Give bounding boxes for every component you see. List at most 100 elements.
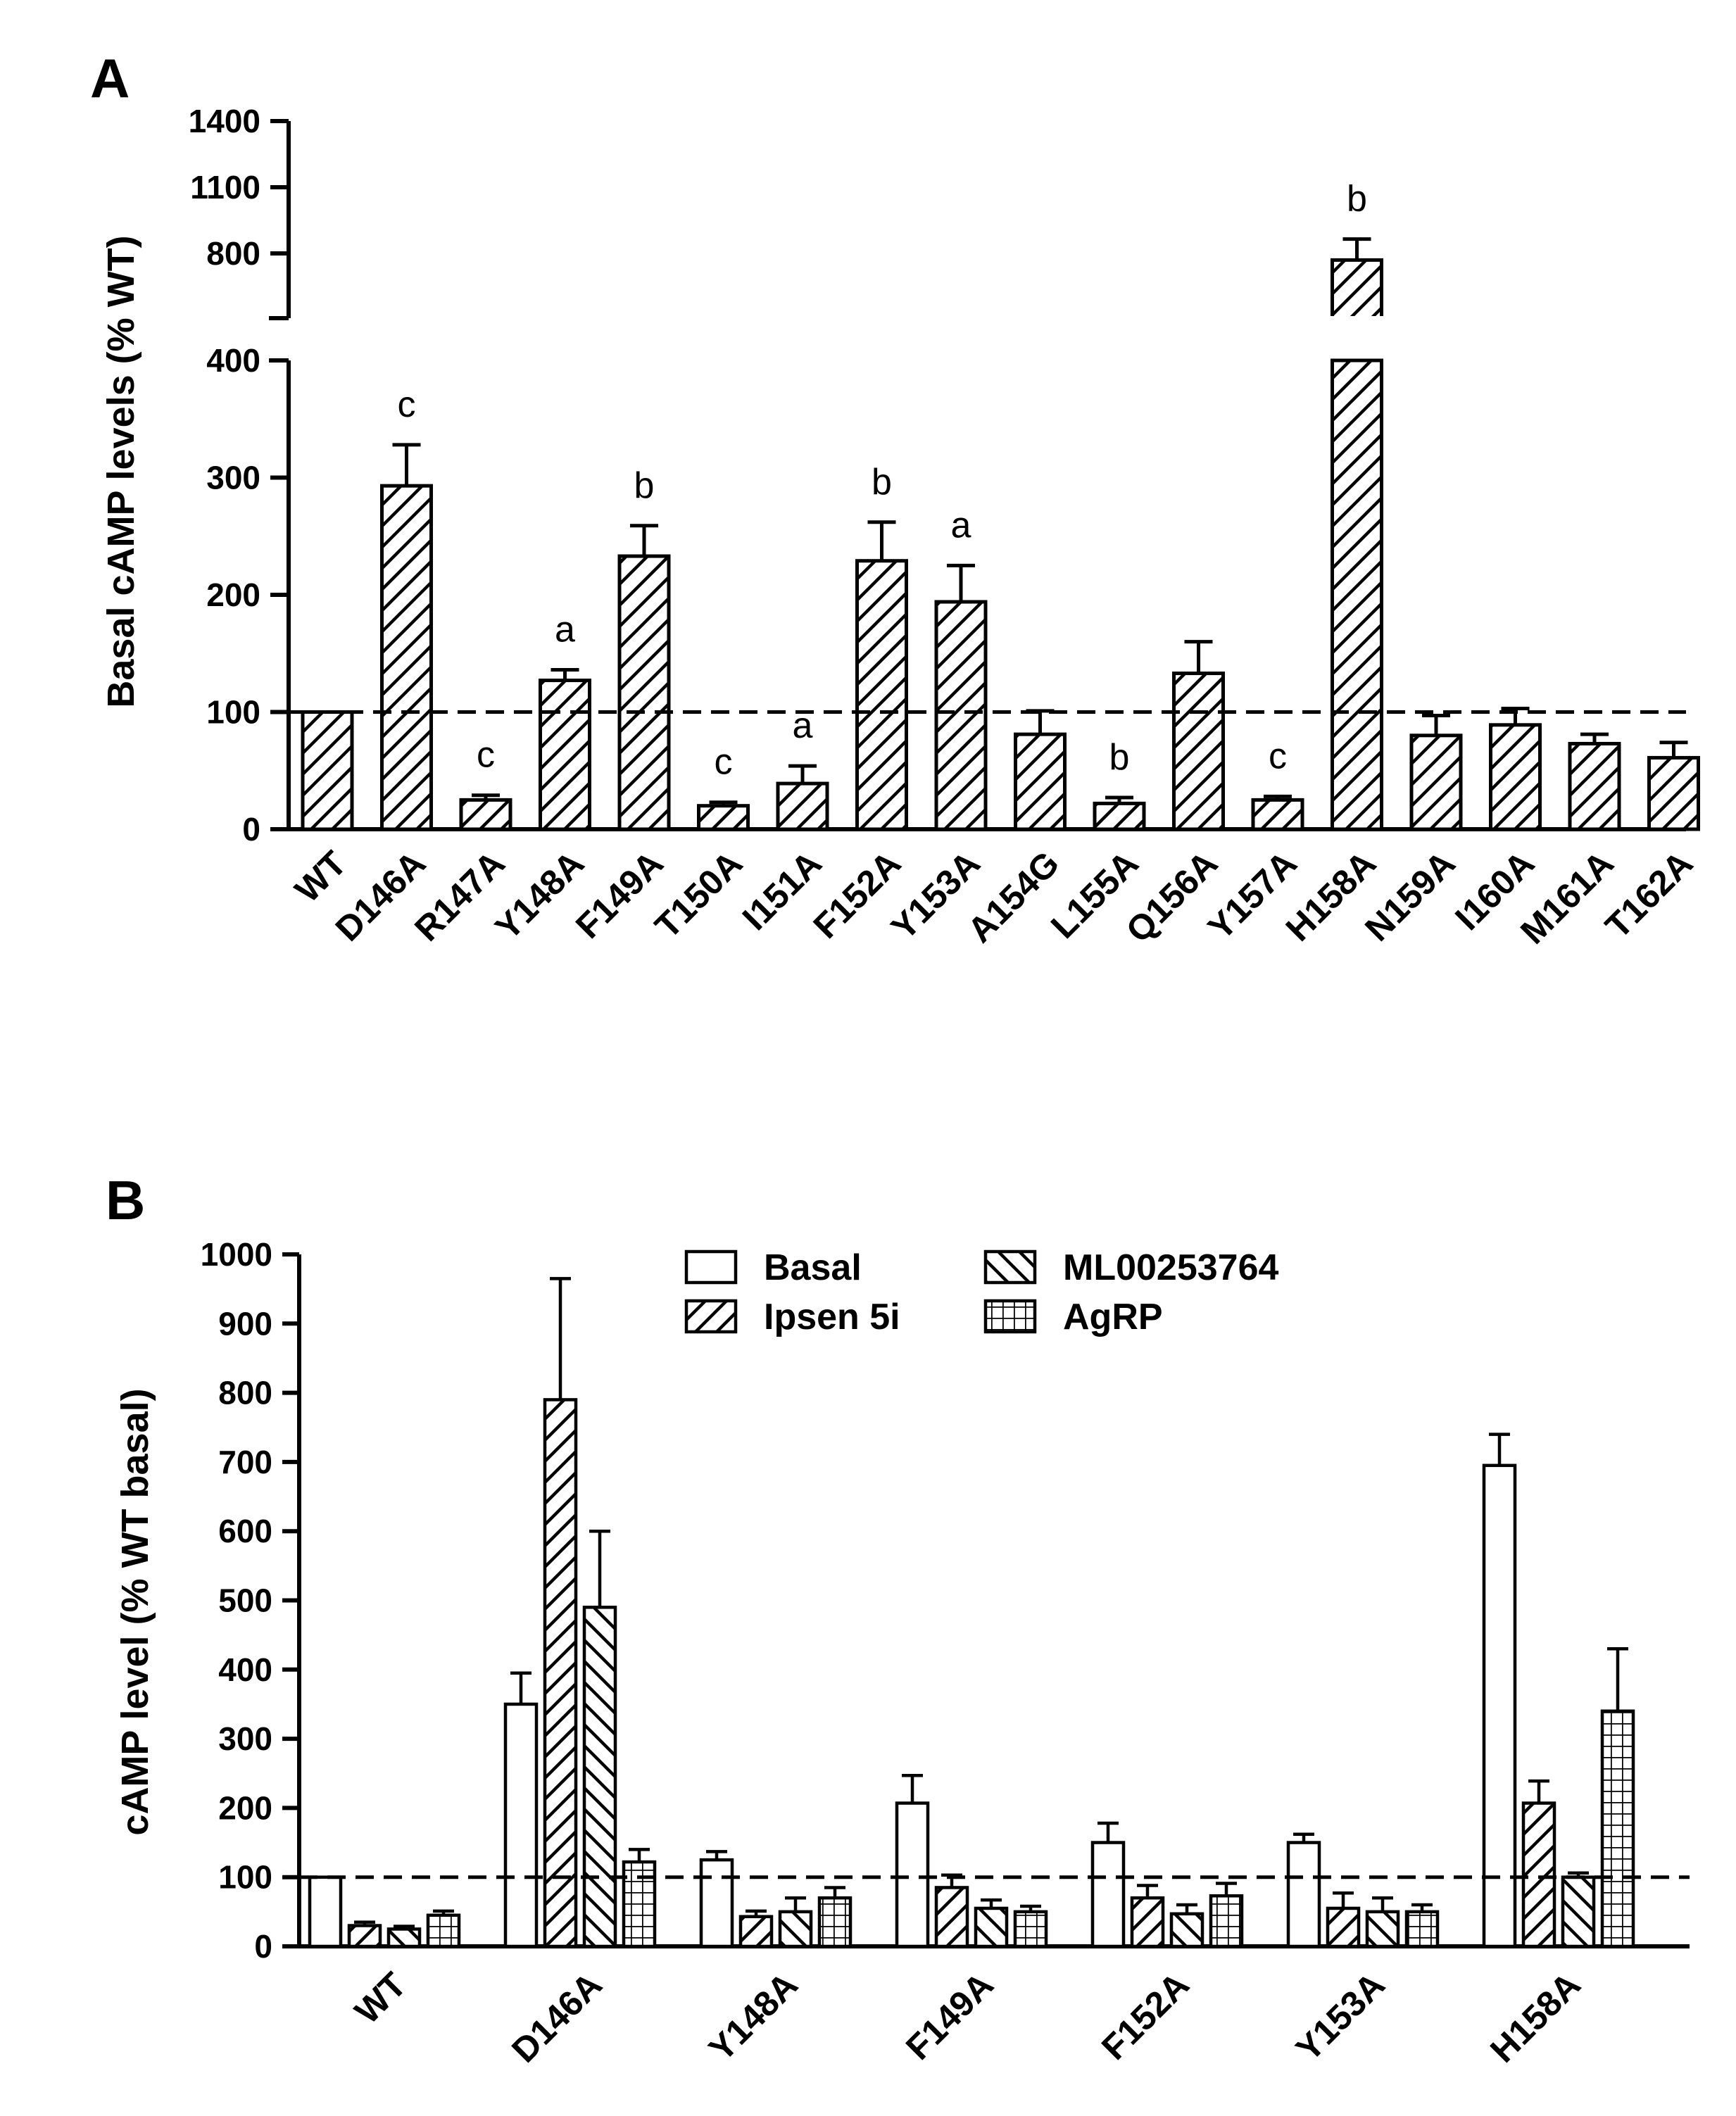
- panel-a-category-label: A154G: [960, 843, 1067, 950]
- panel-b-bar-grid: [1600, 1709, 1635, 1948]
- panel-b-category-label: Y148A: [701, 1965, 805, 2069]
- panel-a-bar: [1568, 741, 1621, 831]
- panel-b-y-tick-label: 300: [218, 1720, 272, 1757]
- legend-swatch-grid: [983, 1299, 1037, 1334]
- panel-a-significance-letter: c: [715, 742, 733, 783]
- panel-a-y-tick-label: 0: [242, 811, 260, 848]
- panel-a-bar-upper: [1331, 258, 1383, 320]
- panel-b-bar-grid: [426, 1913, 461, 1948]
- legend-label: AgRP: [1063, 1297, 1163, 1337]
- panel-a-category-label: Q156A: [1119, 843, 1226, 950]
- panel-a-significance-letter: b: [1347, 179, 1367, 220]
- panel-a-significance-letter: c: [398, 384, 416, 425]
- panel-a-bar: [855, 559, 908, 831]
- panel-a-category-label: F152A: [806, 843, 909, 946]
- panel-a-significance-letter: a: [555, 610, 575, 650]
- panel-a-y-tick-label: 100: [206, 694, 260, 731]
- panel-a-y-tick-label: 1400: [189, 103, 260, 139]
- panel-b-y-axis-title: cAMP level (% WT basal): [114, 1388, 156, 1835]
- panel-a-bar: [1489, 723, 1542, 831]
- panel-a-bar: [1172, 672, 1225, 831]
- panel-b-bar-diag-up: [1130, 1896, 1165, 1948]
- panel-b: B 0 100 200 300 400 500 600 700 800 900 1000 WT D14…: [106, 1169, 1690, 2070]
- panel-a-category-label: T150A: [648, 843, 750, 946]
- panel-a-category-label: N159A: [1357, 843, 1463, 949]
- panel-b-bar-diag-down: [386, 1927, 422, 1948]
- panel-b-y-tick-label: 700: [218, 1444, 272, 1480]
- panel-a-significance-letter: c: [1269, 736, 1287, 776]
- panel-b-y-tick-label: 1000: [201, 1236, 272, 1273]
- panel-a-significance-letter: b: [634, 465, 655, 506]
- legend-swatch-open: [684, 1249, 738, 1285]
- panel-b-legend: Basal Ipsen 5i ML00253764 AgRP: [684, 1247, 1279, 1337]
- panel-b-bar-open: [503, 1702, 539, 1948]
- panel-b-bar-diag-up: [1521, 1801, 1556, 1948]
- panel-b-bar-open: [895, 1801, 930, 1948]
- panel-b-y-tick-label: 400: [218, 1651, 272, 1688]
- legend-label: ML00253764: [1063, 1247, 1279, 1288]
- panel-b-y-tick-label: 200: [218, 1789, 272, 1826]
- panel-a-significance-letter: c: [477, 735, 495, 776]
- panel-b-y-tick-label: 900: [218, 1305, 272, 1342]
- panel-b-category-label: D146A: [504, 1965, 610, 2070]
- panel-a-significance-letter: b: [872, 462, 892, 503]
- panel-b-category-label: H158A: [1483, 1965, 1588, 2070]
- panel-b-bar-open: [1286, 1841, 1321, 1948]
- panel-a-category-label: Y148A: [488, 843, 592, 947]
- panel-b-bar-grid: [1404, 1910, 1440, 1948]
- panel-a-bar: [1251, 798, 1304, 831]
- panel-b-y-tick-label: 800: [218, 1375, 272, 1411]
- panel-a-category-label: F149A: [568, 843, 671, 946]
- panel-b-bar-diag-down: [1561, 1875, 1596, 1948]
- panel-a-label: A: [90, 47, 130, 109]
- panel-b-bar-open: [1090, 1841, 1126, 1948]
- panel-a-bar: [539, 679, 591, 831]
- panel-a-bar-lower: [1331, 358, 1383, 831]
- panel-a-bar: [776, 781, 829, 831]
- panel-b-bar-diag-down: [974, 1906, 1009, 1948]
- panel-a-bar: [617, 554, 671, 831]
- panel-a-bar: [459, 798, 512, 831]
- panel-b-bar-diag-up: [934, 1886, 969, 1948]
- panel-b-bar-diag-down: [1365, 1910, 1400, 1948]
- panel-a-bar: [380, 484, 433, 831]
- panel-b-bar-diag-up: [347, 1924, 382, 1948]
- panel-a-category-label: T162A: [1598, 843, 1701, 946]
- legend-label: Basal: [764, 1247, 862, 1288]
- panel-a-category-label: WT: [287, 843, 354, 910]
- panel-a-significance-letter: a: [951, 505, 971, 546]
- panel-a-bar: [1093, 801, 1146, 831]
- panel-b-category-label: F149A: [898, 1965, 1001, 2067]
- legend-label: Ipsen 5i: [764, 1297, 900, 1337]
- panel-b-bars: WT D146A Y148A F149A F152A Y153A H158A: [299, 1277, 1690, 2070]
- panel-a-category-label: D146A: [328, 843, 434, 949]
- panel-b-category-label: WT: [347, 1965, 414, 2032]
- panel-b-y-tick-label: 500: [218, 1582, 272, 1619]
- panel-a-category-label: H158A: [1278, 843, 1384, 949]
- panel-a-bar: [301, 710, 354, 831]
- panel-a-bar: [1014, 732, 1067, 831]
- panel-b-bar-grid: [817, 1896, 853, 1948]
- panel-b-bar-diag-up: [738, 1915, 774, 1948]
- panel-a-bar: [934, 600, 988, 831]
- panel-a: A 0 100 200 300 400 800 1100 1400 WT c D146A c R147…: [90, 47, 1700, 952]
- panel-b-bar-grid: [1013, 1910, 1048, 1948]
- panel-b-axes: 0 100 200 300 400 500 600 700 800 900 1000: [201, 1236, 1690, 1965]
- panel-b-bar-diag-up: [543, 1398, 578, 1948]
- panel-a-bar: [697, 804, 750, 831]
- panel-b-bar-diag-up: [1326, 1906, 1361, 1948]
- panel-a-y-tick-label: 800: [206, 235, 260, 272]
- legend-swatch-diag-down: [983, 1249, 1037, 1285]
- panel-b-bar-open: [1482, 1463, 1517, 1948]
- panel-a-bar: [1647, 755, 1700, 831]
- panel-b-bar-grid: [622, 1860, 657, 1948]
- panel-a-bars: WTcD146AcR147AaY148AbF149AcT150AaI151AbF…: [287, 179, 1700, 952]
- panel-a-y-tick-label: 400: [206, 342, 260, 379]
- panel-b-bar-diag-down: [1169, 1912, 1204, 1948]
- panel-b-y-tick-label: 0: [254, 1928, 272, 1965]
- panel-b-bar-grid: [1209, 1894, 1244, 1948]
- panel-a-y-axis-title: Basal cAMP levels (% WT): [100, 235, 142, 707]
- panel-b-category-label: F152A: [1094, 1965, 1197, 2067]
- panel-b-bar-diag-down: [582, 1606, 617, 1948]
